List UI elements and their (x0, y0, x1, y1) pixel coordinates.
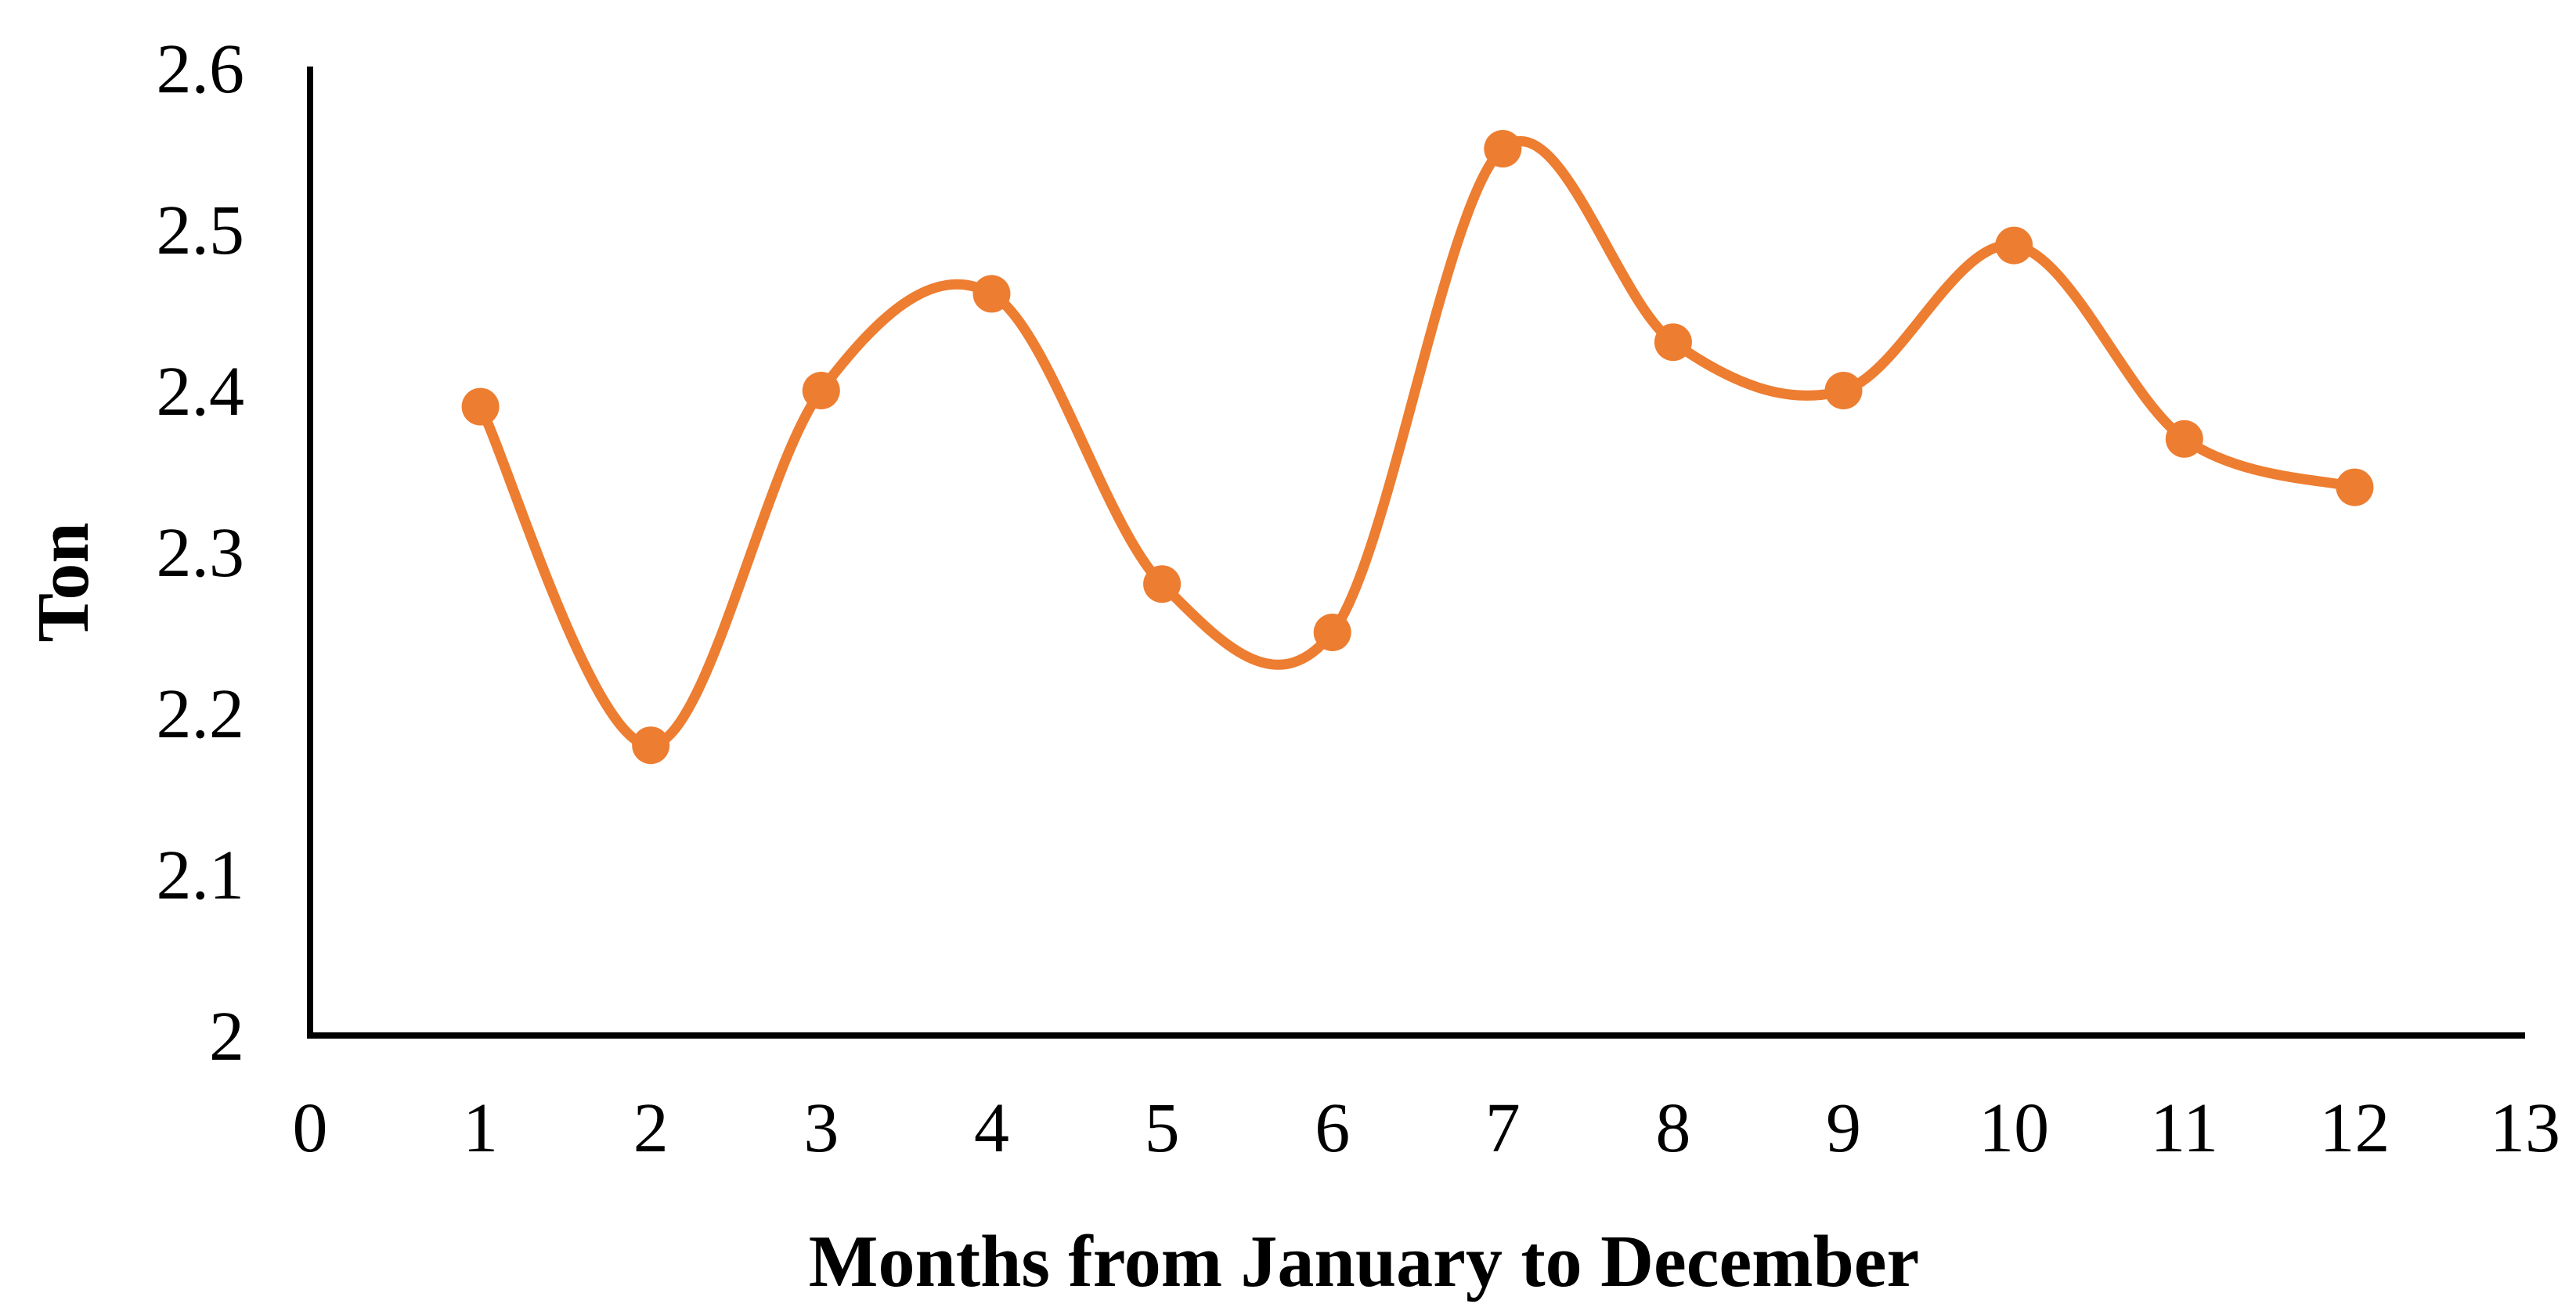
x-tick-label: 13 (2490, 1089, 2560, 1167)
x-tick-label: 0 (293, 1089, 328, 1167)
y-tick-label: 2.1 (157, 837, 245, 914)
x-axis-title: Months from January to December (809, 1221, 1919, 1302)
x-tick-label: 11 (2150, 1089, 2218, 1167)
data-point-marker (1995, 226, 2033, 265)
x-tick-label: 8 (1655, 1089, 1690, 1167)
series-line (475, 136, 2360, 751)
data-point-marker (1313, 614, 1351, 651)
x-tick-label: 3 (803, 1089, 839, 1167)
series-markers (461, 130, 2374, 765)
data-point-marker (802, 372, 840, 409)
x-tick-label: 1 (463, 1089, 498, 1167)
x-tick-label: 6 (1315, 1089, 1350, 1167)
data-point-marker (2165, 420, 2203, 458)
data-point-marker (2336, 468, 2374, 506)
x-tick-label: 12 (2319, 1089, 2390, 1167)
y-tick-label: 2 (209, 998, 244, 1075)
y-tick-label: 2.5 (157, 192, 245, 269)
data-point-marker (1824, 372, 1863, 409)
data-point-marker (461, 387, 500, 426)
x-tick-label: 10 (1979, 1089, 2049, 1167)
y-tick-label: 2.6 (157, 31, 245, 108)
x-tick-label: 5 (1145, 1089, 1180, 1167)
y-tick-label: 2.4 (157, 353, 245, 430)
data-point-marker (972, 275, 1011, 313)
data-point-marker (632, 726, 670, 765)
y-tick-label: 2.2 (157, 675, 245, 753)
y-tick-label: 2.3 (157, 514, 245, 592)
x-tick-label: 7 (1485, 1089, 1521, 1167)
data-point-marker (1654, 323, 1692, 362)
x-tick-label: 9 (1826, 1089, 1861, 1167)
data-point-marker (1484, 130, 1522, 167)
x-tick-label: 2 (633, 1089, 669, 1167)
data-point-marker (1143, 565, 1182, 603)
y-axis-title: Ton (23, 522, 104, 642)
x-axis-tick-labels: 0 1 2 3 4 5 6 7 8 9 10 11 12 13 (293, 1089, 2561, 1167)
y-axis-tick-labels: 2 2.1 2.2 2.3 2.4 2.5 2.6 (157, 31, 245, 1075)
x-tick-label: 4 (974, 1089, 1009, 1167)
